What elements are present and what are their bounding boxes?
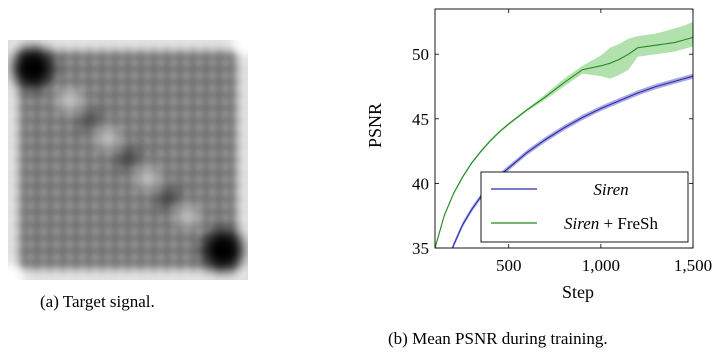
x-tick-label: 500 [496, 256, 522, 275]
x-tick-label: 1,000 [582, 256, 620, 275]
caption-b: (b) Mean PSNR during training. [388, 329, 608, 348]
caption-a: (a) Target signal. [40, 292, 155, 311]
legend-label-italic: Siren [593, 180, 628, 199]
series-line-0 [452, 75, 693, 248]
y-tick-label: 40 [412, 174, 429, 193]
series-band-1 [435, 21, 693, 248]
legend-label-1: Siren + FreSh [564, 214, 658, 233]
series-line-1 [435, 36, 693, 248]
y-tick-label: 45 [412, 110, 429, 129]
y-tick-label: 35 [412, 239, 429, 258]
legend-box [480, 171, 689, 243]
legend-label-italic: Siren [564, 214, 599, 233]
legend-label-0: Siren [593, 180, 628, 199]
y-tick-label: 50 [412, 45, 429, 64]
legend-label-suffix: + FreSh [599, 214, 658, 233]
plot-frame [434, 8, 694, 249]
target-signal-image [8, 40, 248, 280]
x-tick-label: 1,500 [674, 256, 712, 275]
y-axis-label: PSNR [365, 103, 385, 148]
x-axis-label: Step [562, 282, 594, 302]
